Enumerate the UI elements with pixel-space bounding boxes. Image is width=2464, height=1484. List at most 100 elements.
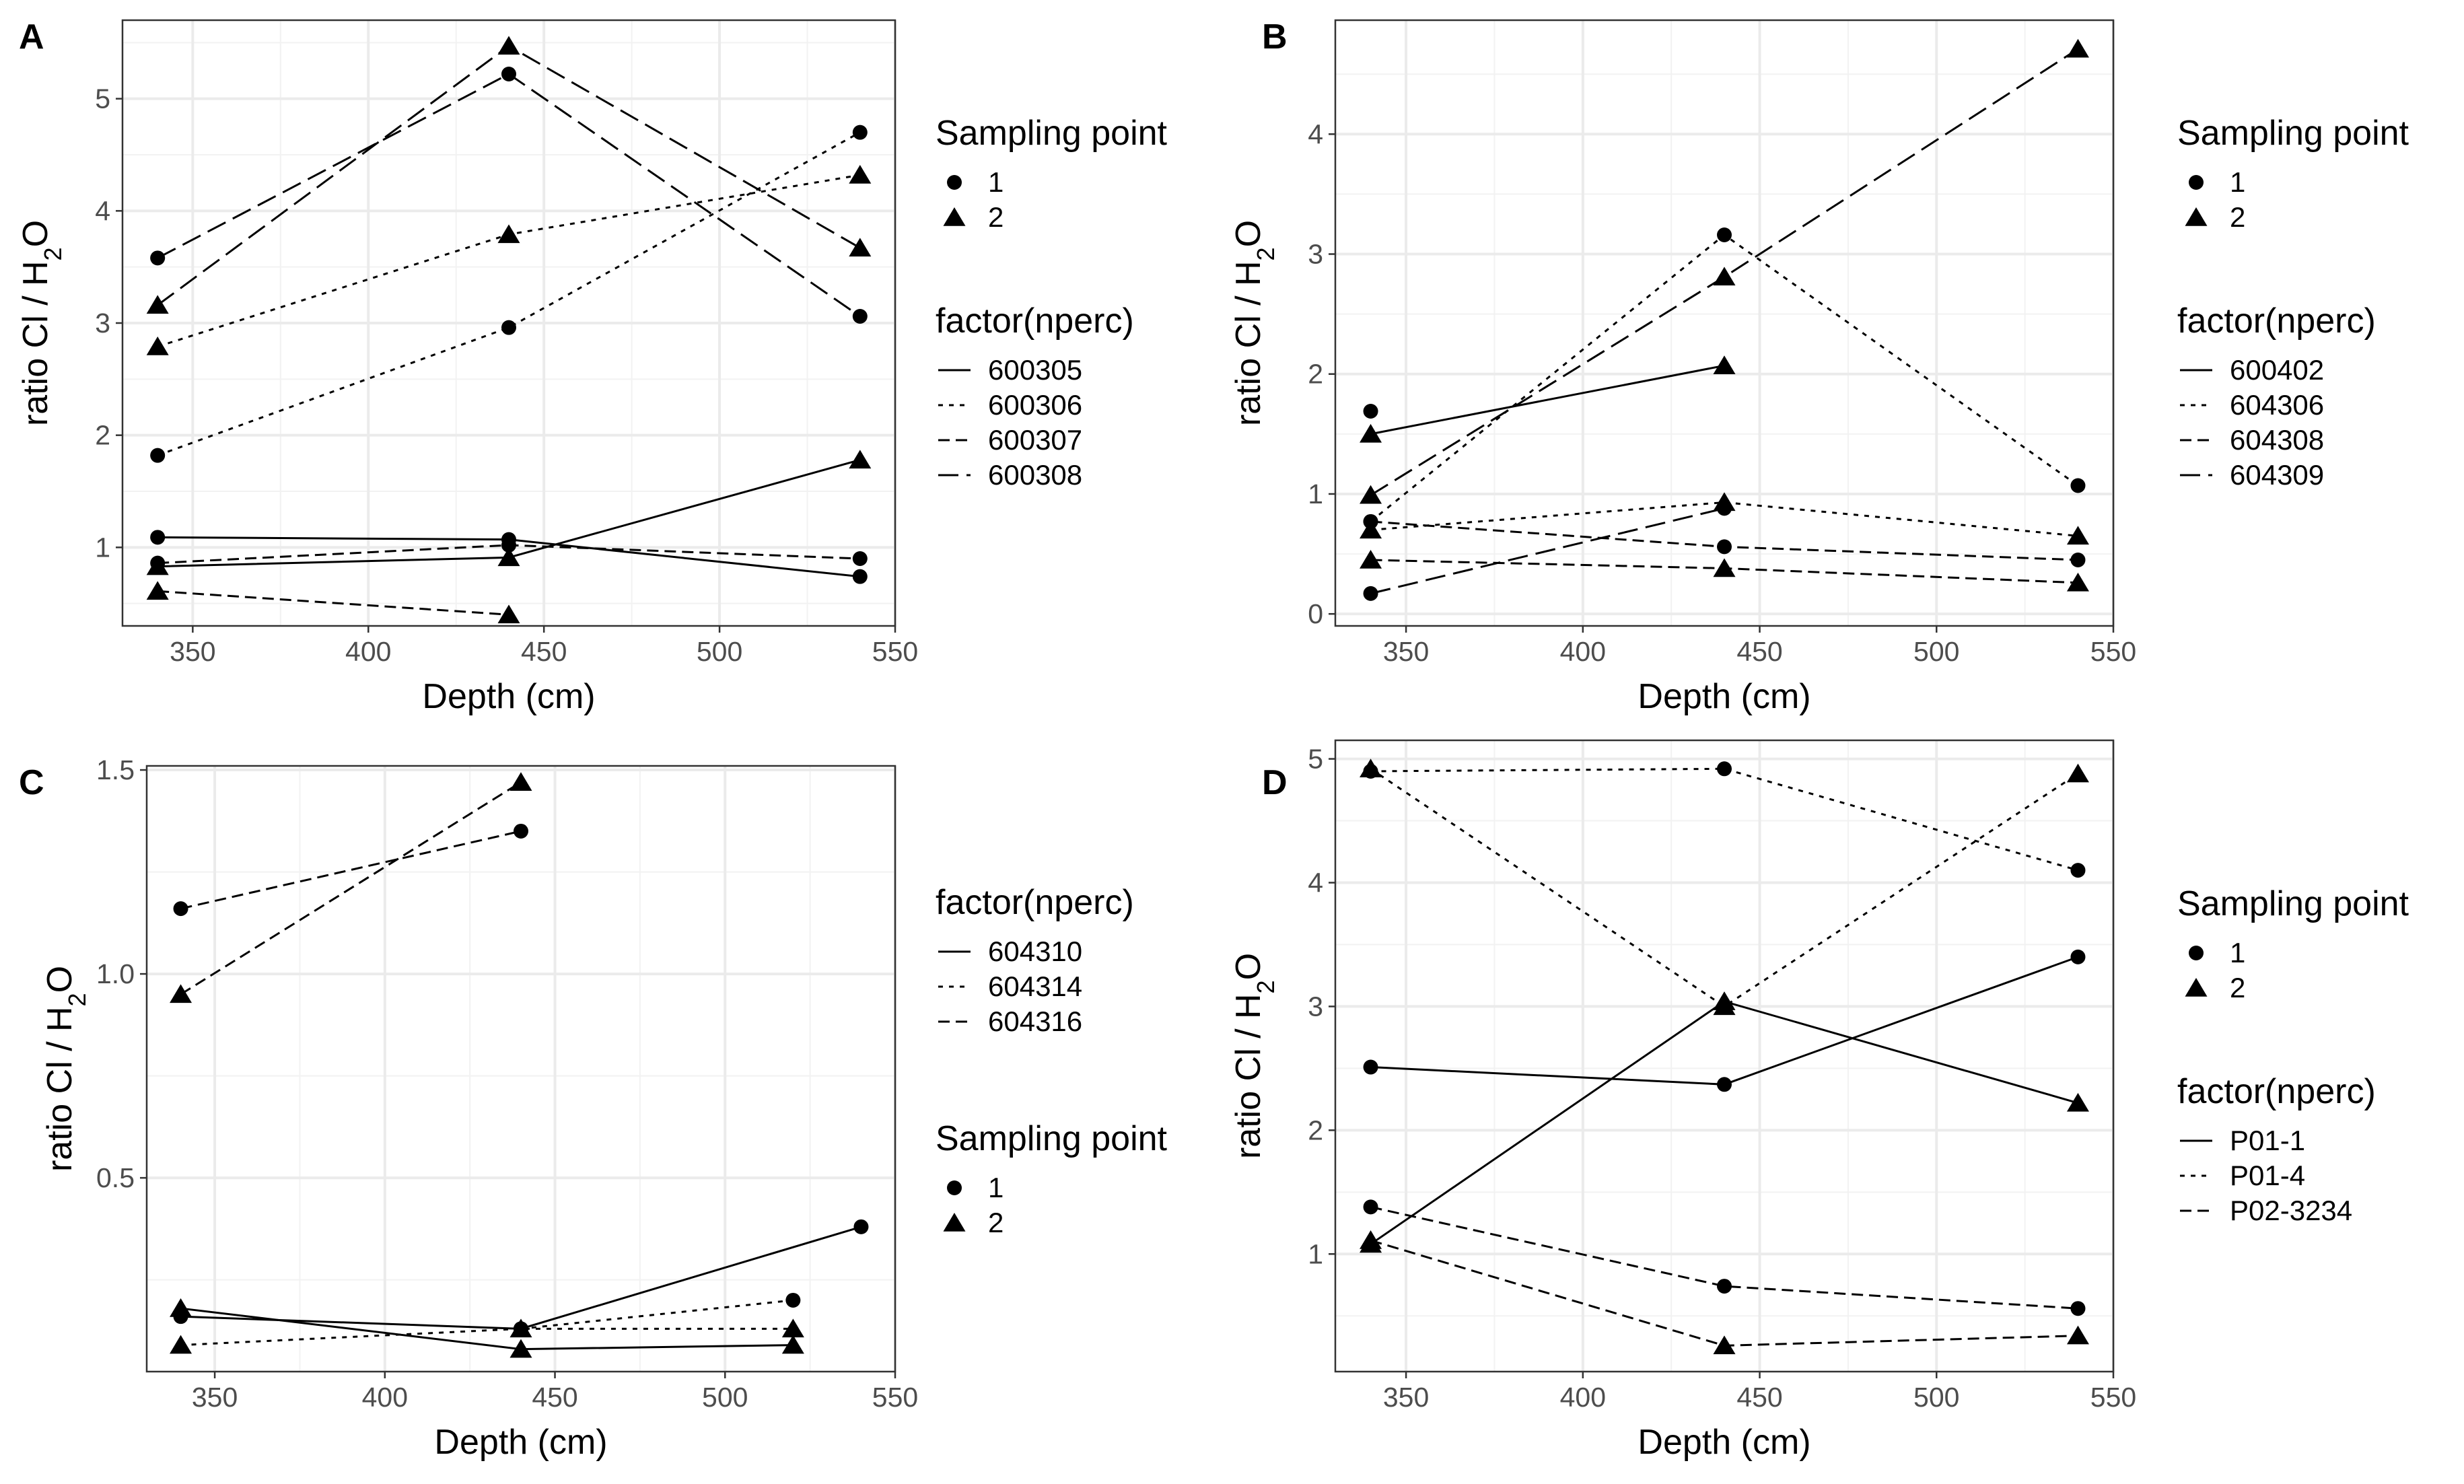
legend-label: 2 [2230,201,2245,233]
y-tick-label: 5 [1308,744,1323,775]
data-point [1360,1230,1382,1249]
legend-key [2185,207,2208,226]
x-tick-label: 400 [1560,636,1606,667]
y-tick-label: 1 [95,532,110,563]
legend-title-sampling: Sampling point [936,1119,1168,1158]
legend-label: 1 [2230,166,2245,198]
series-line [1370,767,2078,872]
x-tick-label: 400 [345,636,391,667]
data-point [1713,996,1736,1016]
legend-title-sampling: Sampling point [2177,884,2409,923]
x-tick-label: 350 [170,636,215,667]
series-line [180,781,522,995]
legend-label: P02-3234 [2230,1195,2352,1226]
panel-tag: C [19,763,44,802]
y-tick-label: 0 [1308,598,1323,629]
data-point [170,1335,192,1354]
data-point [2070,863,2086,878]
legend-label: 600308 [988,459,1082,491]
legend-label: 600402 [2230,354,2324,386]
data-point [2070,949,2086,964]
data-point [2066,763,2089,783]
data-point [150,530,166,545]
y-axis-title: ratio Cl / H2O [1229,953,1279,1159]
panel-c: C 350 400 450 500 550 0.5 1.0 1.5 Depth (cm) ratio… [19,754,1168,1462]
y-tick-label: 4 [1308,868,1323,898]
data-point [509,772,532,791]
x-tick-label: 450 [1736,636,1782,667]
legend-key [2189,175,2204,190]
data-point [785,1292,801,1308]
series-line [180,1327,794,1347]
data-point [509,1318,532,1338]
y-axis-title: ratio Cl / H2O [16,220,67,426]
legend-key [2185,978,2208,997]
x-tick-label: 500 [1913,1382,1959,1413]
legend-title-sampling: Sampling point [2177,114,2409,153]
series-line [1370,507,1725,595]
panel-border [1334,739,2115,1373]
data-point [781,1335,804,1354]
x-axis-title: Depth (cm) [1638,1423,1810,1462]
data-point [170,984,192,1003]
data-point [501,67,516,81]
y-tick-label: 1.5 [96,754,135,785]
legend-label: 1 [988,1172,1004,1203]
y-tick-label: 3 [1308,239,1323,270]
legend-key [947,1180,962,1195]
legend-label: 604308 [2230,424,2324,456]
data-point [1360,520,1382,539]
legend-key [943,1213,966,1232]
data-point [150,555,166,571]
x-tick-label: 350 [1383,636,1429,667]
data-point [1360,485,1382,504]
data-point [2066,1092,2089,1112]
series-line [157,590,509,616]
legend-label: 600307 [988,424,1082,456]
x-tick-label: 550 [2090,636,2136,667]
legend-title-factor: factor(nperc) [936,302,1134,341]
x-tick-label: 400 [362,1382,408,1413]
data-point [1363,403,1378,419]
data-point [781,1318,804,1338]
data-point [514,823,528,839]
y-axis-title: ratio Cl / H2O [40,966,91,1172]
data-point [849,165,872,184]
legend-label: 604314 [988,970,1082,1002]
data-point [1717,501,1732,516]
legend-key [947,175,962,190]
y-tick-label: 1 [1308,1238,1323,1269]
y-tick-label: 1.0 [96,958,135,989]
data-point [497,547,520,567]
legend-label: 1 [2230,937,2245,968]
y-tick-label: 0.5 [96,1162,135,1193]
legend-title-factor: factor(nperc) [2177,302,2376,341]
panel-border [145,765,896,1373]
y-tick-label: 2 [1308,359,1323,390]
y-tick-label: 1 [1308,479,1323,509]
legend-label: 604309 [2230,459,2324,491]
series-line [1370,768,2079,1008]
panel-tag: D [1262,763,1288,802]
data-point [1363,1059,1378,1075]
x-tick-label: 500 [702,1382,748,1413]
x-tick-label: 550 [2090,1382,2136,1413]
data-point [173,901,188,917]
legend-label: 604316 [988,1005,1082,1037]
data-point [1717,539,1732,555]
y-tick-label: 5 [95,83,110,114]
data-point [146,295,169,314]
data-point [150,448,166,463]
legend-key [943,207,966,226]
x-tick-label: 350 [1383,1382,1429,1413]
data-point [501,320,516,335]
data-point [1360,423,1382,443]
legend-label: 604306 [2230,389,2324,421]
data-point [2066,38,2089,58]
data-point [501,538,516,553]
series-line [1370,364,1725,435]
data-point [1363,1199,1378,1215]
x-axis-title: Depth (cm) [1638,677,1810,716]
